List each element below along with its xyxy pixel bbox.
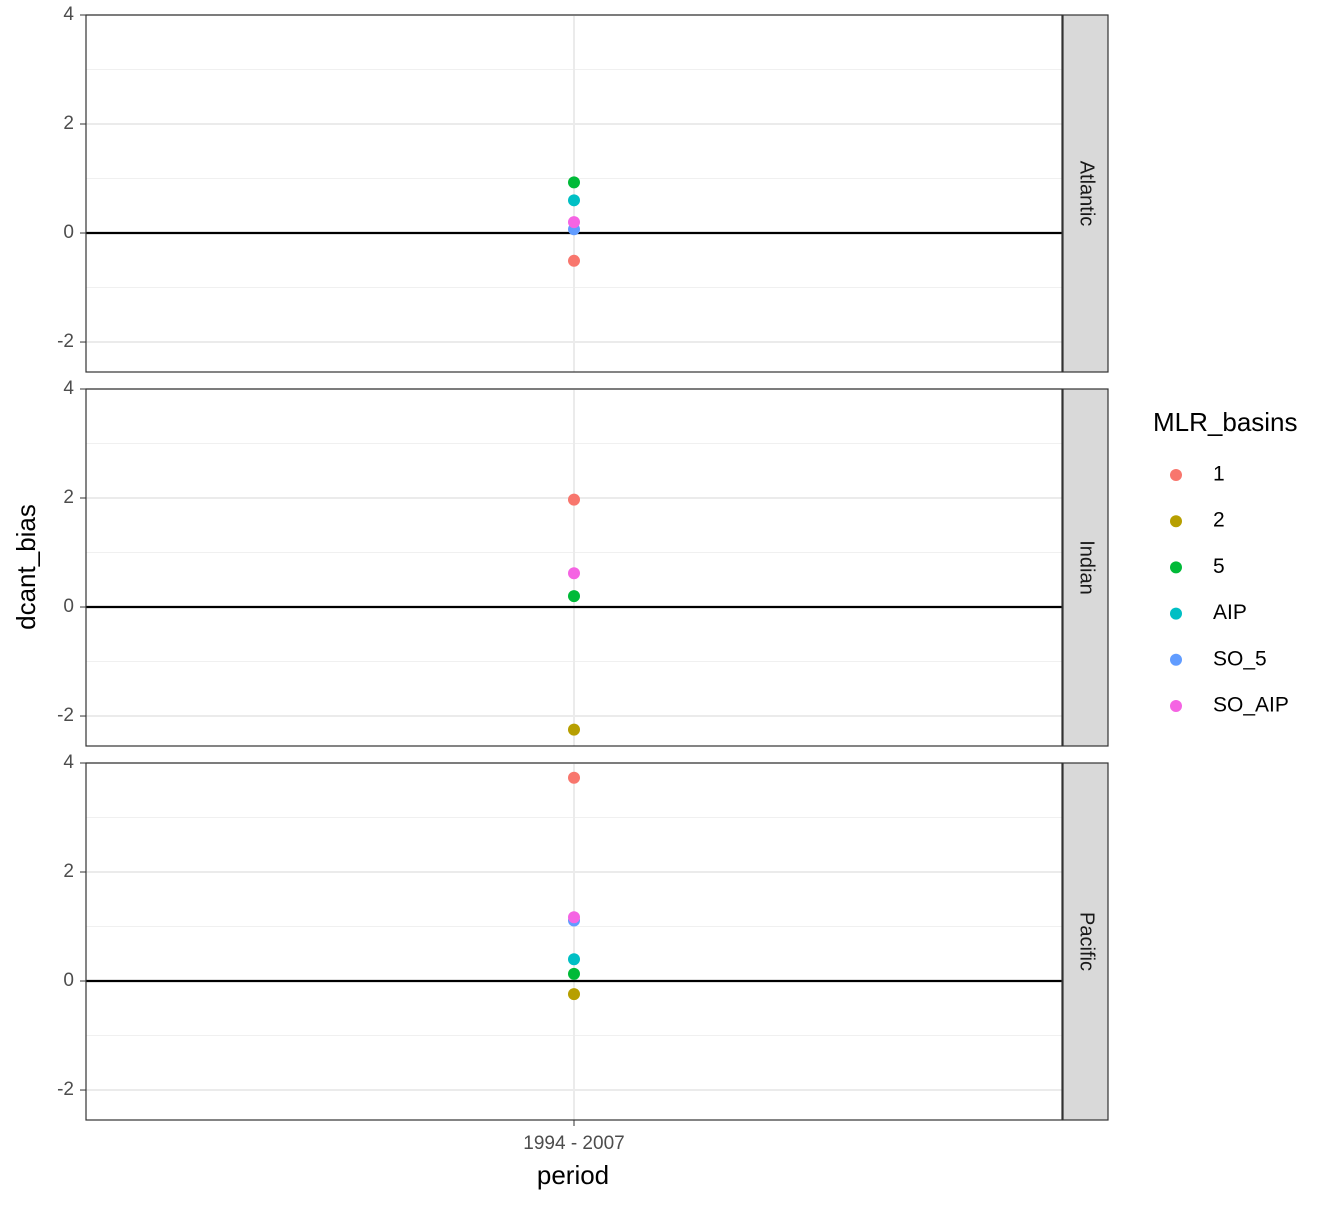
legend-label: 2 [1213, 509, 1225, 532]
x-tick-label: 1994 - 2007 [523, 1133, 624, 1154]
legend-key [1170, 607, 1182, 620]
point [568, 194, 580, 207]
y-tick-label: 2 [63, 113, 74, 134]
x-axis-title: period [537, 1160, 609, 1190]
y-tick-label: -2 [57, 705, 74, 726]
point [568, 590, 580, 603]
point [568, 911, 580, 924]
strip [1062, 14, 1109, 373]
y-tick-label: 4 [63, 378, 74, 399]
point [568, 953, 580, 966]
point [568, 967, 580, 980]
strip-label: Pacific [1076, 912, 1098, 971]
point [568, 988, 580, 1001]
legend-key [1170, 469, 1182, 481]
y-tick-label: 4 [63, 4, 74, 25]
strip-label: Indian [1076, 540, 1098, 595]
legend-key [1170, 515, 1182, 528]
point [568, 493, 580, 506]
y-tick-label: -2 [57, 331, 74, 352]
point [568, 771, 580, 784]
legend-key [1170, 561, 1182, 574]
y-tick-label: 0 [63, 222, 74, 243]
legend-label: 5 [1213, 555, 1225, 578]
legend-key [1170, 653, 1182, 666]
point [568, 567, 580, 580]
point [568, 216, 580, 229]
y-tick-label: -2 [57, 1079, 74, 1100]
y-axis-title: dcant_bias [11, 504, 41, 630]
legend-label: SO_AIP [1213, 694, 1289, 717]
panel-border [85, 762, 1063, 1121]
panel-border [85, 14, 1063, 373]
legend-label: SO_5 [1213, 647, 1267, 670]
point [568, 176, 580, 189]
y-tick-label: 0 [63, 970, 74, 991]
legend-label: 1 [1213, 463, 1225, 486]
y-tick-label: 2 [63, 487, 74, 508]
strip [1062, 388, 1109, 747]
legend-key [1170, 700, 1182, 712]
strip-label: Atlantic [1076, 161, 1098, 227]
legend-title: MLR_basins [1153, 407, 1298, 437]
y-tick-label: 4 [63, 752, 74, 773]
y-tick-label: 2 [63, 861, 74, 882]
panel-border [85, 388, 1063, 747]
strip [1062, 762, 1109, 1121]
y-tick-label: 0 [63, 596, 74, 617]
legend-label: AIP [1213, 601, 1247, 624]
point [568, 723, 580, 736]
point [568, 254, 580, 267]
